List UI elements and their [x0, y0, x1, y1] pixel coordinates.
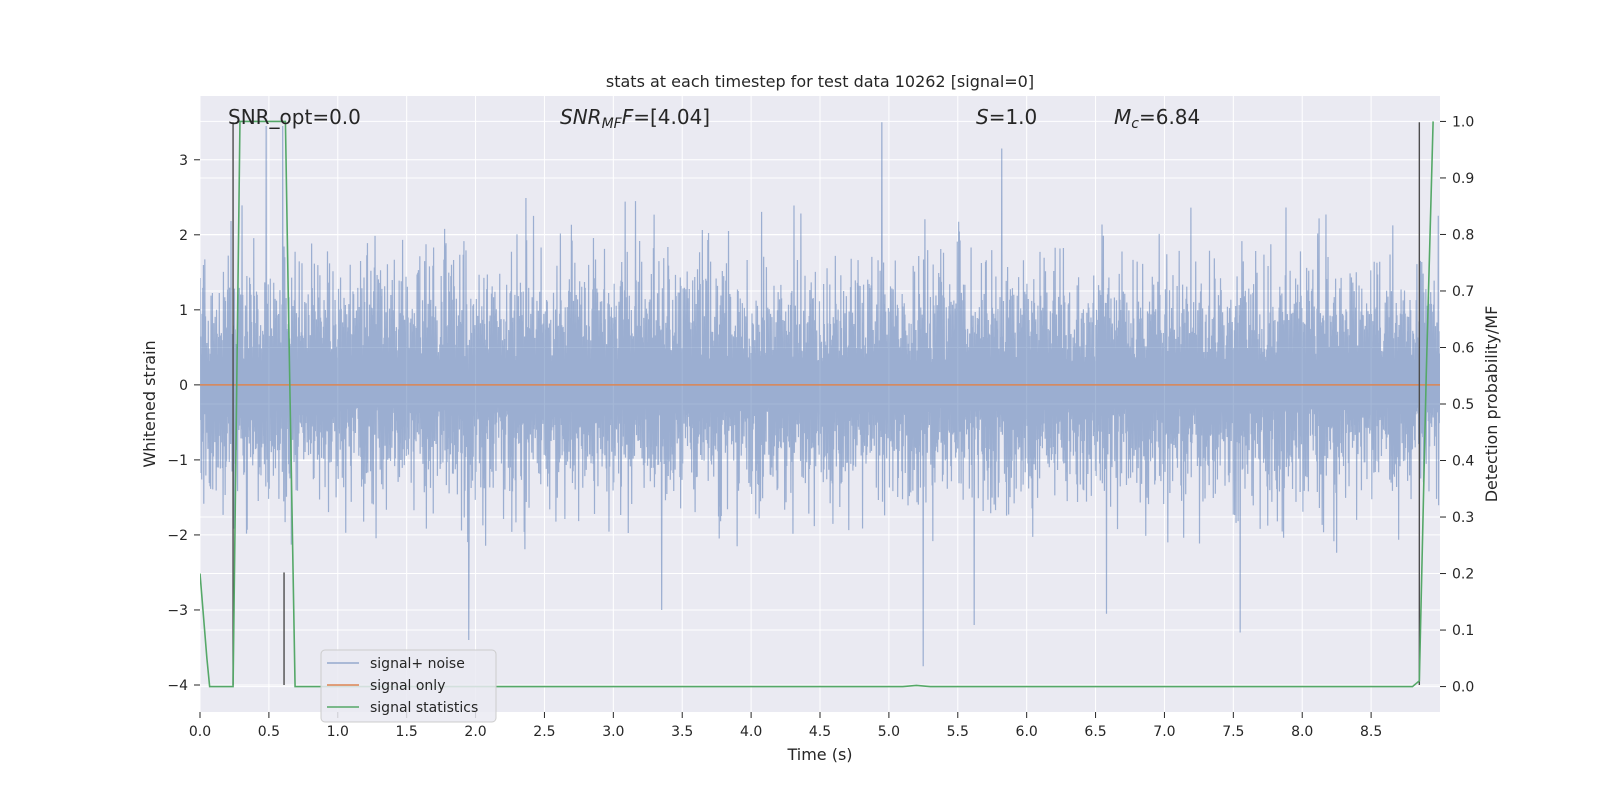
legend: signal+ noise signal only signal statist… [320, 649, 497, 723]
legend-label-signal-only: signal only [370, 678, 445, 694]
y-left-tick-label-7: 3 [179, 153, 188, 169]
legend-label-signal-statistics: signal statistics [370, 700, 478, 716]
y-left-tick-label-3: −1 [167, 453, 188, 469]
x-tick-label-2: 1.0 [327, 724, 349, 740]
x-tick-label-5: 2.5 [533, 724, 555, 740]
x-tick-label-17: 8.5 [1360, 724, 1382, 740]
series-signal-statistics [200, 120, 1434, 688]
y-left-tick-label-5: 1 [179, 303, 188, 319]
x-tick-label-0: 0.0 [189, 724, 211, 740]
x-tick-label-4: 2.0 [464, 724, 486, 740]
x-tick-label-8: 4.0 [740, 724, 762, 740]
x-tick-label-16: 8.0 [1291, 724, 1313, 740]
y-right-tick-label-2: 0.2 [1452, 567, 1474, 583]
chart-title: stats at each timestep for test data 102… [606, 72, 1034, 91]
y-right-axis-ticks: 0.0 0.1 0.2 0.3 0.4 0.5 0.6 0.7 0.8 0.9 1.0 [1440, 114, 1474, 696]
x-tick-label-14: 7.0 [1153, 724, 1175, 740]
x-tick-label-12: 6.0 [1016, 724, 1038, 740]
y-right-tick-label-7: 0.7 [1452, 284, 1474, 300]
y-right-axis-label: Detection probability/MF [1482, 306, 1501, 503]
x-tick-label-6: 3.0 [602, 724, 624, 740]
y-left-tick-label-6: 2 [179, 228, 188, 244]
y-right-tick-label-3: 0.3 [1452, 510, 1474, 526]
x-tick-label-10: 5.0 [878, 724, 900, 740]
y-left-tick-label-0: −4 [167, 678, 188, 694]
legend-box [320, 649, 497, 723]
y-left-tick-label-1: −3 [167, 603, 188, 619]
y-right-tick-label-1: 0.1 [1452, 623, 1474, 639]
y-left-tick-label-4: 0 [179, 378, 188, 394]
annotation-s-value: S=1.0 [976, 105, 1037, 129]
x-tick-label-13: 6.5 [1084, 724, 1106, 740]
x-tick-label-15: 7.5 [1222, 724, 1244, 740]
x-axis-label: Time (s) [786, 745, 852, 764]
annotation-snr-mf: SNRMFF=[4.04] [560, 105, 710, 132]
y-right-tick-label-4: 0.4 [1452, 454, 1474, 470]
x-tick-label-7: 3.5 [671, 724, 693, 740]
series-signal-noise [200, 122, 1440, 667]
y-right-tick-label-0: 0.0 [1452, 680, 1474, 696]
annotation-snr-opt: SNR_opt=0.0 [228, 105, 361, 129]
y-right-tick-label-5: 0.5 [1452, 397, 1474, 413]
y-right-tick-label-9: 0.9 [1452, 171, 1474, 187]
annotation-chirp-mass: Mc=6.84 [1114, 105, 1200, 132]
legend-label-signal-noise: signal+ noise [370, 656, 465, 672]
x-tick-label-1: 0.5 [258, 724, 280, 740]
y-left-axis-label: Whitened strain [140, 340, 159, 467]
vertical-markers [232, 122, 1421, 685]
y-left-axis-ticks: −4 −3 −2 −1 0 1 2 3 [167, 153, 200, 694]
x-axis-ticks: 0.0 0.5 1.0 1.5 2.0 2.5 3.0 3.5 4.0 4.5 5.0 5.5 6.0 6… [189, 712, 1382, 740]
y-left-tick-label-2: −2 [167, 528, 188, 544]
x-tick-label-11: 5.5 [947, 724, 969, 740]
y-right-tick-label-8: 0.8 [1452, 227, 1474, 243]
x-tick-label-3: 1.5 [396, 724, 418, 740]
x-tick-label-9: 4.5 [809, 724, 831, 740]
y-right-tick-label-10: 1.0 [1452, 114, 1474, 130]
y-right-tick-label-6: 0.6 [1452, 340, 1474, 356]
